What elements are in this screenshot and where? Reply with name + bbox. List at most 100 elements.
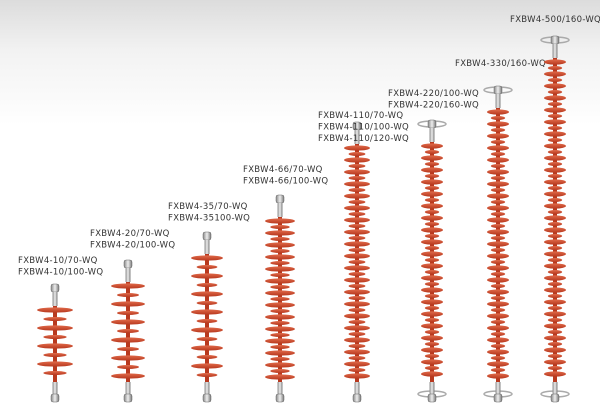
shed [544,203,566,209]
product-label: FXBW4-110/120-WQ [318,134,409,144]
shed [547,90,563,94]
product-label: FXBW4-500/160-WQ [510,15,600,25]
shed [421,263,443,269]
insulator [265,194,295,403]
shed [348,272,366,276]
product-label: FXBW4-220/160-WQ [388,101,479,111]
shed [424,246,440,250]
shed [344,277,370,283]
shed [43,353,67,357]
end-fitting [354,130,360,144]
shed [544,227,566,233]
shed [544,275,566,281]
end-fitting [275,393,285,403]
shed [487,373,509,379]
end-fitting [427,393,437,403]
shed [348,248,366,252]
shed [421,287,443,293]
shed [487,349,509,355]
end-fitting [125,382,131,394]
shed [348,188,366,192]
shed [424,210,440,214]
shed [344,373,370,379]
end-fitting [352,393,362,403]
shed [116,347,140,351]
shed [421,299,443,305]
shed [547,126,563,130]
shed [544,143,566,149]
shed [544,131,566,137]
shed [547,114,563,118]
product-label: FXBW4-220/100-WQ [388,89,479,99]
shed [196,301,218,305]
shed [43,317,67,321]
shed [487,361,509,367]
shed [547,138,563,142]
shed [424,162,440,166]
shed [344,253,370,259]
shed [544,179,566,185]
shed [421,155,443,161]
shed [421,215,443,221]
shed [421,371,443,377]
shed [37,325,73,331]
shed [544,59,566,65]
shed [547,222,563,226]
shed [270,297,290,301]
shed [424,258,440,262]
shed [490,296,506,300]
shed [490,236,506,240]
shed [270,345,290,349]
shed [424,318,440,322]
end-fitting [277,382,283,394]
shed [490,272,506,276]
shed [490,200,506,204]
shed [344,301,370,307]
shed [547,198,563,202]
shed [344,193,370,199]
shed [344,229,370,235]
end-fitting [50,393,60,403]
shed [265,254,295,260]
shed [490,152,506,156]
shed [547,78,563,82]
shed [424,150,440,154]
shed [424,366,440,370]
shed [547,186,563,190]
shed [424,234,440,238]
shed [547,246,563,250]
shed [490,284,506,288]
end-fitting [495,382,501,394]
shed [424,222,440,226]
shed [196,355,218,359]
shed [424,186,440,190]
shed [490,320,506,324]
end-fitting [52,292,58,306]
shed [348,260,366,264]
end-fitting [495,94,501,108]
shed [424,294,440,298]
shed [547,342,563,346]
shed [544,323,566,329]
shed [265,326,295,332]
end-fitting [427,119,437,129]
shed [344,337,370,343]
shed [265,314,295,320]
shed [348,332,366,336]
shed [344,145,370,151]
end-fitting [50,283,60,293]
shed [37,343,73,349]
shed [270,357,290,361]
shed [490,176,506,180]
shed [270,225,290,229]
shed [487,277,509,283]
shed [487,265,509,271]
shed [487,289,509,295]
shed [544,287,566,293]
shed [348,344,366,348]
shed [348,212,366,216]
shed [424,342,440,346]
product-label: FXBW4-35100-WQ [168,214,250,224]
shed [344,169,370,175]
